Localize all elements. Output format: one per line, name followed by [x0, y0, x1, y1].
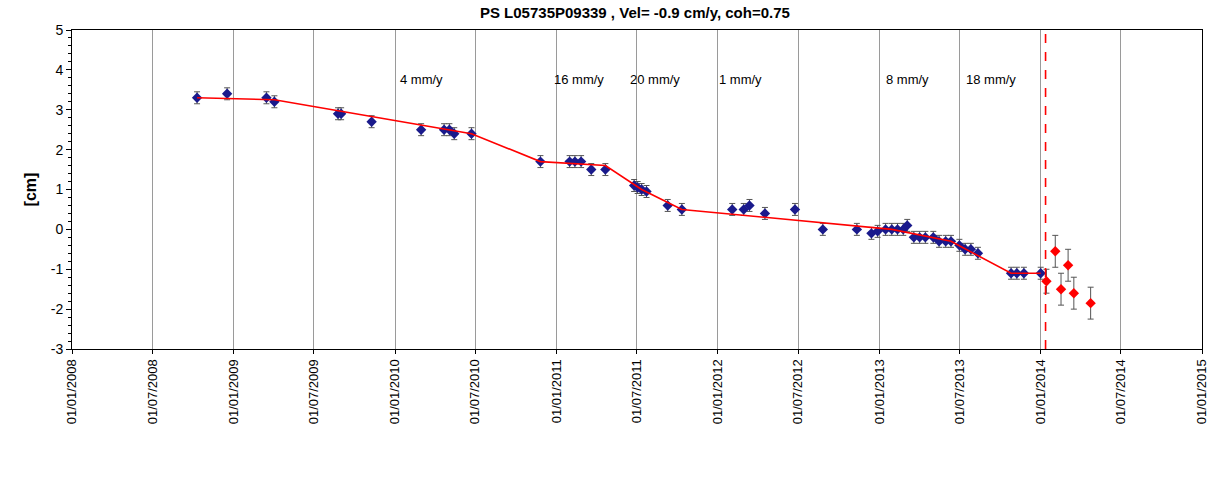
svg-text:18 mm/y: 18 mm/y [966, 72, 1016, 87]
svg-text:-2: -2 [51, 301, 64, 317]
svg-text:16 mm/y: 16 mm/y [554, 72, 604, 87]
svg-text:20 mm/y: 20 mm/y [630, 72, 680, 87]
svg-text:01/07/2010: 01/07/2010 [467, 359, 482, 424]
svg-text:01/07/2013: 01/07/2013 [952, 359, 967, 424]
svg-text:01/07/2008: 01/07/2008 [145, 359, 160, 424]
svg-text:0: 0 [55, 221, 63, 237]
svg-text:01/07/2012: 01/07/2012 [790, 359, 805, 424]
svg-text:01/01/2011: 01/01/2011 [549, 359, 564, 423]
svg-text:[cm]: [cm] [22, 173, 39, 207]
svg-text:-3: -3 [51, 341, 64, 357]
svg-text:1: 1 [55, 181, 63, 197]
svg-text:01/01/2015: 01/01/2015 [1194, 359, 1209, 424]
svg-text:3: 3 [55, 102, 63, 118]
svg-text:01/01/2013: 01/01/2013 [872, 359, 887, 424]
svg-text:01/01/2012: 01/01/2012 [710, 359, 725, 424]
svg-text:01/01/2014: 01/01/2014 [1033, 359, 1048, 424]
svg-text:4: 4 [55, 62, 63, 78]
svg-text:8 mm/y: 8 mm/y [886, 72, 929, 87]
svg-text:01/07/2009: 01/07/2009 [306, 359, 321, 424]
svg-text:01/07/2014: 01/07/2014 [1113, 359, 1128, 424]
svg-text:-1: -1 [51, 261, 64, 277]
svg-text:01/01/2009: 01/01/2009 [226, 359, 241, 424]
svg-text:1 mm/y: 1 mm/y [719, 72, 762, 87]
svg-text:PS L05735P09339 , Vel= -0.9 cm: PS L05735P09339 , Vel= -0.9 cm/y, coh=0.… [480, 4, 790, 21]
svg-text:2: 2 [55, 142, 63, 158]
svg-text:4 mm/y: 4 mm/y [400, 72, 443, 87]
svg-text:5: 5 [55, 22, 63, 38]
svg-text:01/01/2008: 01/01/2008 [64, 359, 79, 424]
svg-text:01/01/2010: 01/01/2010 [387, 359, 402, 424]
svg-text:01/07/2011: 01/07/2011 [629, 359, 644, 423]
